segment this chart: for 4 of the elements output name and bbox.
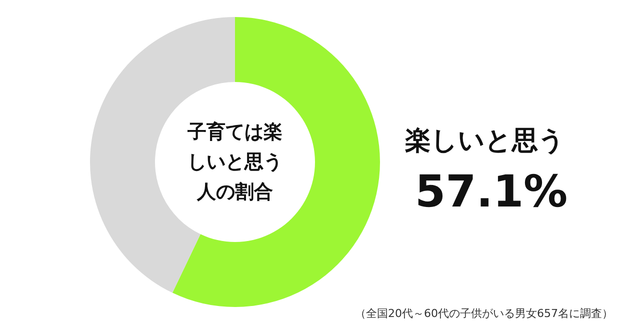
data-label: 57.1% bbox=[415, 166, 568, 218]
slice-label: 楽しいと思う bbox=[404, 126, 565, 156]
text: 子育ては楽しいと思う人の割合 bbox=[186, 121, 282, 203]
text: （全国20代～60代の子供がいる男女657名に調査） bbox=[355, 307, 614, 320]
